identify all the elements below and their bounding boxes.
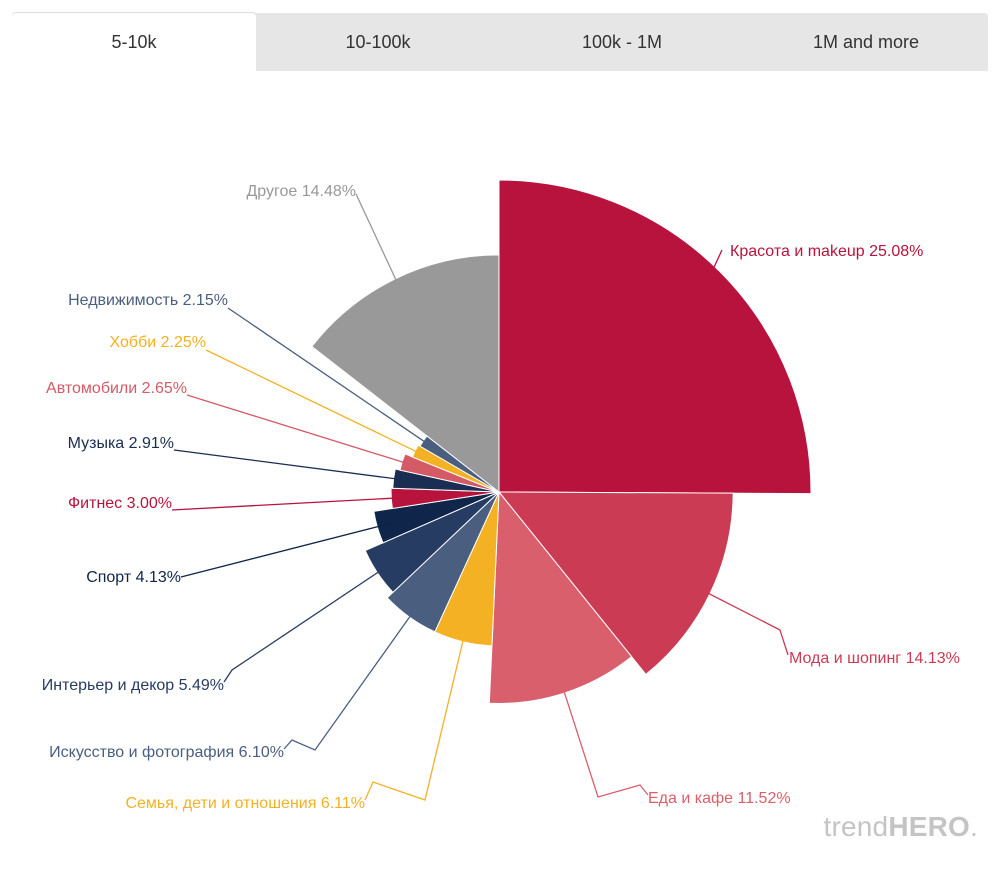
pie-slice-1[interactable]	[498, 179, 812, 495]
connector-line-2	[692, 584, 789, 656]
connector-line-9	[173, 449, 410, 482]
category-tabs: 5-10k 10-100k 100k - 1M 1M and more	[12, 13, 988, 71]
slice-label-7: Спорт 4.13%	[86, 569, 181, 586]
slice-label-3: Еда и кафе 11.52%	[648, 790, 791, 807]
connector-line-6	[223, 560, 396, 683]
connector-line-3	[554, 662, 649, 798]
slice-label-4: Семья, дети и отношения 6.11%	[125, 795, 365, 812]
connector-line-5	[283, 597, 424, 751]
slice-label-5: Искусство и фотография 6.10%	[49, 744, 284, 761]
connector-line-1	[704, 249, 723, 288]
tab-1m-and-more[interactable]: 1M and more	[812, 31, 920, 52]
connector-line-4	[364, 619, 469, 801]
tab-10-100k[interactable]: 10-100k	[345, 31, 411, 52]
connector-line-10	[186, 394, 417, 468]
connector-line-11	[205, 349, 428, 458]
connector-line-8	[171, 496, 408, 511]
slice-label-1: Красота и makeup 25.08%	[730, 243, 923, 260]
slice-label-2: Мода и шопинг 14.13%	[789, 650, 960, 667]
slice-label-9: Музыка 2.91%	[68, 435, 174, 452]
slice-label-13: Другое 14.48%	[246, 183, 356, 200]
connector-line-12	[227, 307, 435, 450]
slice-label-6: Интерьер и декор 5.49%	[42, 677, 224, 694]
tab-100k-1m[interactable]: 100k - 1M	[581, 31, 663, 52]
slice-label-11: Хобби 2.25%	[110, 334, 206, 351]
slice-label-12: Недвижимость 2.15%	[68, 292, 228, 309]
slice-label-8: Фитнес 3.00%	[68, 495, 172, 512]
slice-label-10: Автомобили 2.65%	[46, 380, 187, 397]
connector-line-13	[355, 193, 412, 312]
connector-line-7	[180, 521, 396, 578]
tab-5-10k[interactable]: 5-10k	[12, 13, 256, 71]
pie-slice-13[interactable]	[311, 254, 500, 494]
trendhero-logo: trendHERO.	[823, 811, 978, 842]
